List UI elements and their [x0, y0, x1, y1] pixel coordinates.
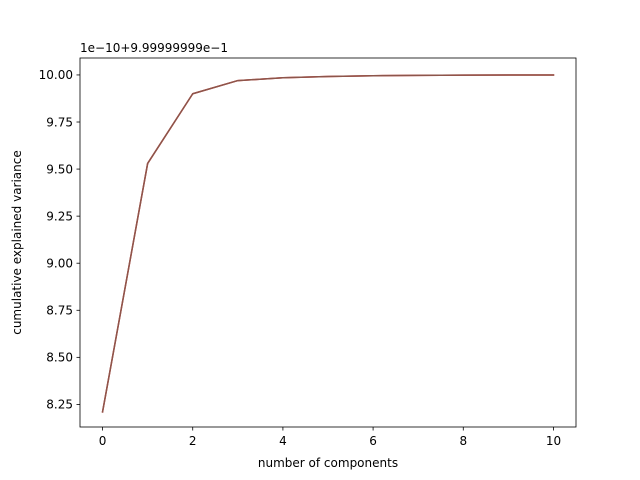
x-tick-label: 8	[459, 434, 467, 448]
series-line-0	[101, 74, 555, 413]
y-tick-label: 9.00	[46, 257, 73, 271]
y-tick-label: 9.25	[46, 209, 73, 223]
series-layer	[101, 74, 555, 413]
y-tick-label: 9.50	[46, 162, 73, 176]
x-axis-ticks: 0 2 4 6 8 10	[99, 427, 561, 448]
series-line-1	[101, 74, 555, 413]
y-tick-label: 8.25	[46, 398, 73, 412]
x-tick-label: 6	[369, 434, 377, 448]
x-tick-label: 2	[189, 434, 197, 448]
y-axis-label: cumulative explained variance	[10, 150, 24, 335]
y-tick-label: 9.75	[46, 115, 73, 129]
x-tick-label: 0	[99, 434, 107, 448]
x-tick-label: 10	[546, 434, 561, 448]
y-tick-label: 8.50	[46, 351, 73, 365]
x-axis-label: number of components	[258, 456, 398, 470]
y-axis-ticks: 8.25 8.50 8.75 9.00 9.25 9.50 9.75 10.00	[39, 68, 80, 412]
plot-frame	[79, 57, 577, 428]
y-tick-label: 10.00	[39, 68, 73, 82]
y-offset-text: 1e−10+9.99999999e−1	[80, 41, 228, 55]
x-tick-label: 4	[279, 434, 287, 448]
y-tick-label: 8.75	[46, 304, 73, 318]
